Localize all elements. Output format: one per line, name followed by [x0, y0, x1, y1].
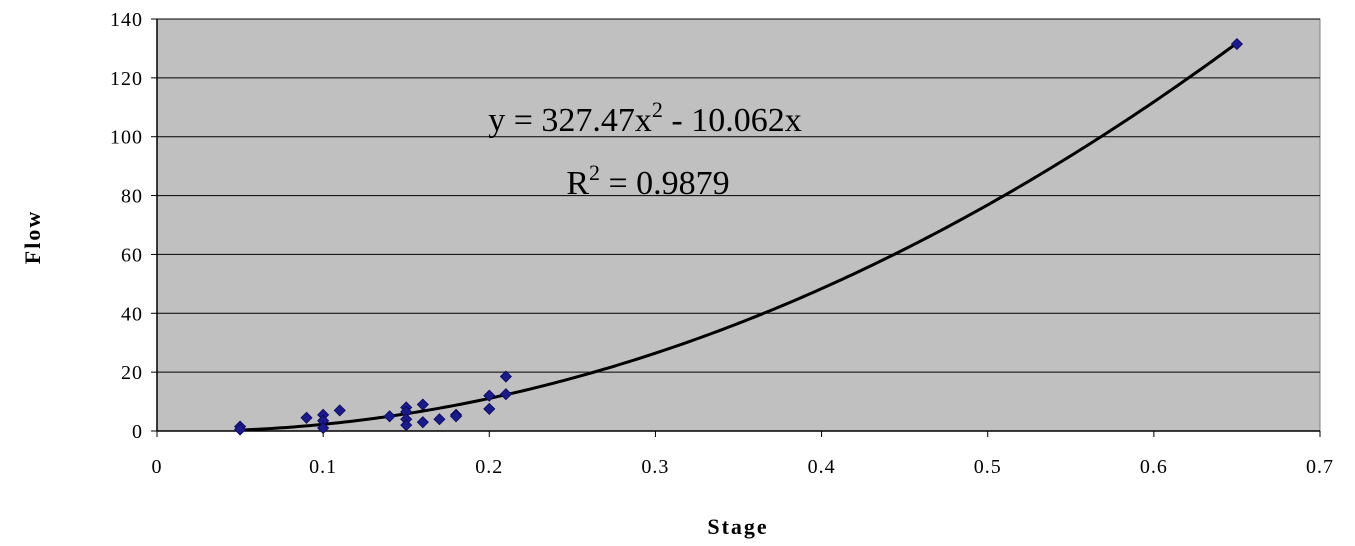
x-tick-label: 0.2 — [475, 456, 503, 478]
tick-labels: 0 20 40 60 80 100 120 140 0 0.1 0.2 0.3 0.4 0.5 0.6 0.7 — [110, 9, 1334, 478]
data-point-marker — [333, 404, 346, 417]
data-point-marker — [449, 410, 463, 423]
y-tick-label: 80 — [121, 186, 143, 208]
data-point-marker — [416, 416, 429, 429]
y-tick-label: 40 — [121, 303, 143, 325]
y-tick-label: 120 — [110, 68, 143, 90]
x-tick-label: 0.3 — [641, 456, 669, 478]
data-point-marker — [433, 413, 446, 426]
y-tick-label: 140 — [110, 9, 143, 31]
x-tick-label: 0.4 — [808, 456, 836, 478]
data-point-marker — [300, 411, 313, 424]
y-tick-label: 100 — [110, 127, 143, 149]
data-point-marker — [416, 398, 429, 411]
y-tick-label: 60 — [121, 244, 143, 266]
x-axis-title: Stage — [707, 514, 768, 539]
y-tick-label: 0 — [132, 421, 143, 443]
gridlines — [157, 18, 1320, 373]
x-tick-label: 0.1 — [309, 456, 337, 478]
data-point-marker — [383, 410, 396, 423]
data-point-marker — [483, 389, 496, 402]
data-points — [234, 37, 1243, 436]
trendline-equation: y = 327.47x2 - 10.062x — [488, 97, 802, 139]
x-tick-label: 0.5 — [974, 456, 1002, 478]
x-tick-label: 0 — [152, 456, 163, 478]
data-point-marker — [499, 388, 512, 401]
axes — [151, 18, 1321, 437]
r-squared-label: R2 = 0.9879 — [566, 160, 729, 202]
y-tick-label: 20 — [121, 362, 143, 384]
x-tick-label: 0.7 — [1306, 456, 1334, 478]
data-point-marker — [317, 421, 330, 435]
y-axis-title: Flow — [20, 210, 45, 264]
plot-area — [156, 18, 1321, 432]
data-point-marker — [400, 419, 413, 432]
data-point-marker — [499, 370, 512, 383]
data-point-marker — [234, 423, 247, 436]
x-tick-label: 0.6 — [1140, 456, 1168, 478]
data-point-marker — [1230, 37, 1243, 51]
data-point-marker — [483, 402, 496, 415]
